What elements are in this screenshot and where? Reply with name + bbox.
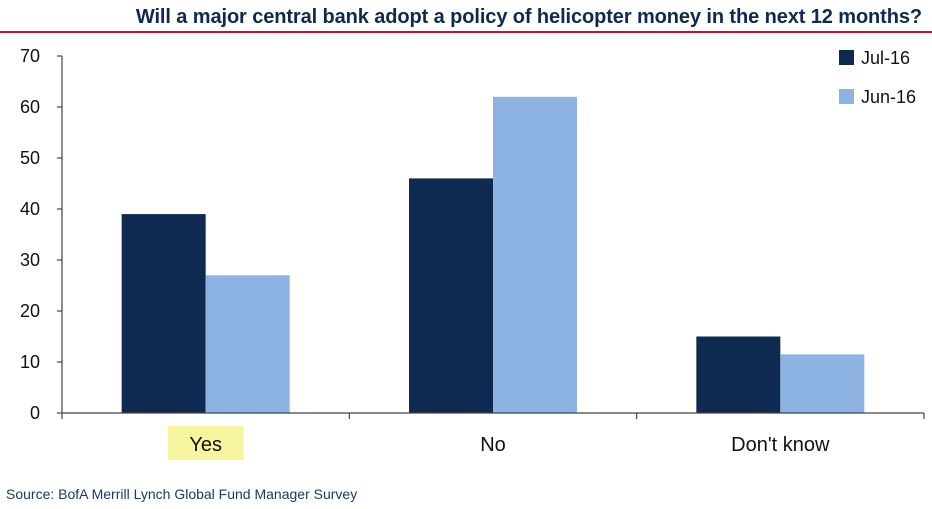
y-tick-label: 10 [20,352,40,372]
title-bar: Will a major central bank adopt a policy… [0,0,932,38]
bar-jun-16-yes [205,275,290,413]
y-tick-label: 40 [20,199,40,219]
bar-jul-16-no [409,178,493,413]
bar-jun-16-don-t-know [780,354,865,413]
legend-swatch-jul-16 [839,50,854,65]
y-tick-label: 50 [20,148,40,168]
y-tick-label: 70 [20,46,40,66]
legend-label-jun-16: Jun-16 [861,87,916,107]
legend-swatch-jun-16 [839,89,854,104]
y-tick-label: 0 [30,403,40,423]
y-tick-label: 30 [20,250,40,270]
legend-label-jul-16: Jul-16 [861,48,910,68]
y-tick-label: 20 [20,301,40,321]
chart-title: Will a major central bank adopt a policy… [135,6,922,28]
bar-jul-16-yes [121,214,206,413]
bar-jun-16-no [493,96,577,414]
title-rule [0,31,932,33]
x-category-label: Yes [189,434,222,456]
y-tick-label: 60 [20,97,40,117]
category-highlight [167,426,244,460]
bar-chart: 0 10 20 30 40 50 60 70 Yes No Don't know Jul-16 Jun-… [20,46,925,460]
x-category-label: Don't know [731,434,830,456]
bar-jul-16-don-t-know [696,336,781,413]
source-note: Source: BofA Merrill Lynch Global Fund M… [6,486,358,502]
x-category-label: No [480,434,506,456]
